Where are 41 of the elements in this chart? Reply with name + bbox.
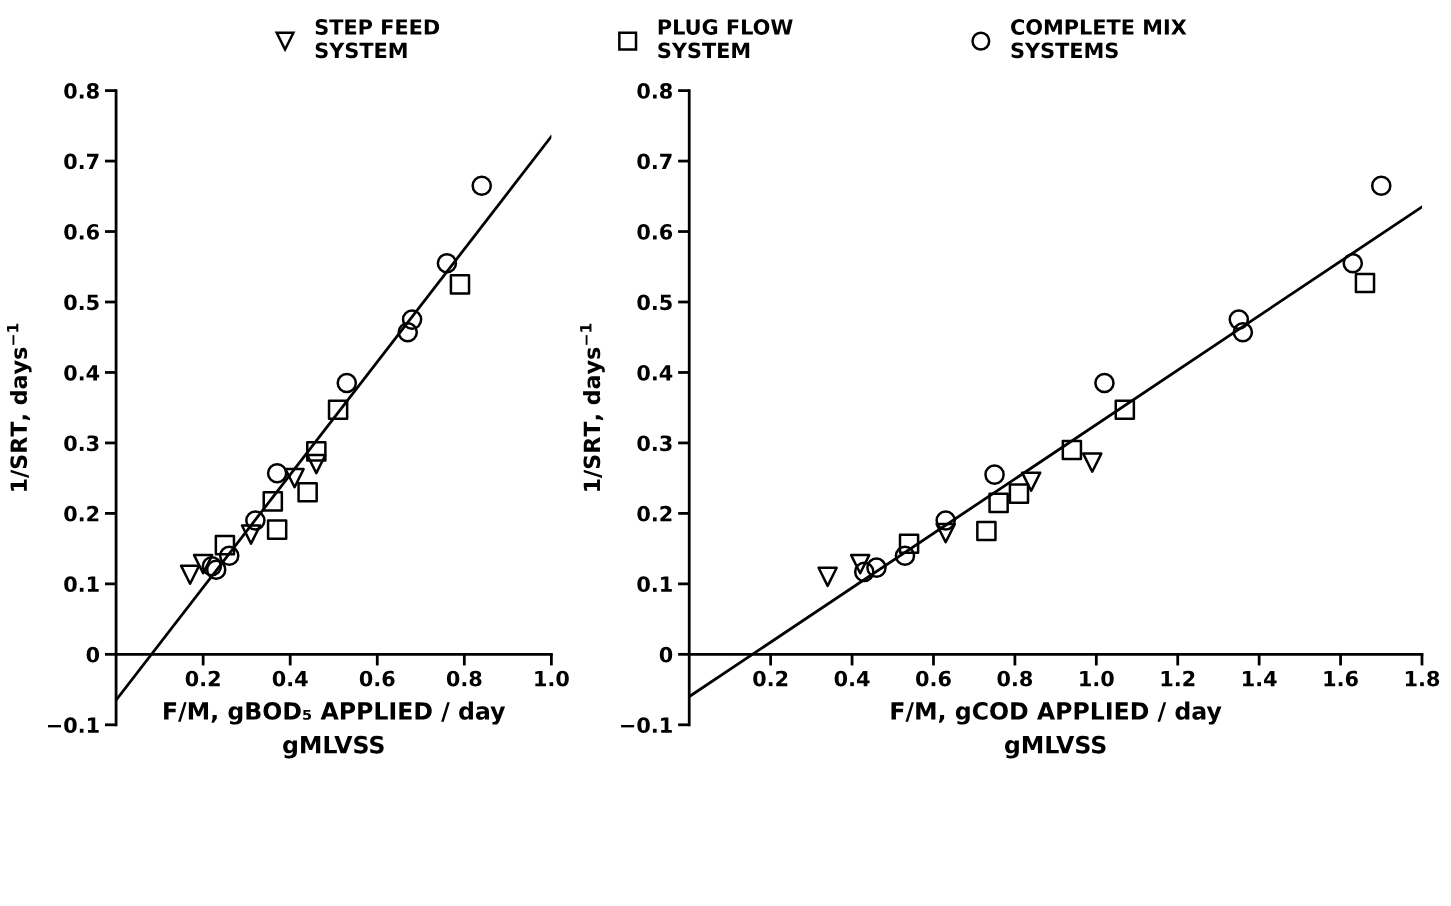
y-tick-label: 0.2 bbox=[637, 505, 672, 522]
y-tick-label: 0 bbox=[86, 646, 100, 663]
legend-label: STEP FEED SYSTEM bbox=[315, 19, 440, 59]
y-tick-label: 0 bbox=[659, 646, 673, 663]
y-axis-title: 1/SRT, days$^{−1}$ bbox=[6, 323, 32, 491]
y-tick-label: 0.7 bbox=[64, 153, 99, 170]
x-tick-label: 0.6 bbox=[916, 670, 951, 687]
x-axis-title: F/M, gCOD APPLIED / day gMLVSS bbox=[891, 701, 1222, 759]
x-axis-title: F/M, gBOD₅ APPLIED / day gMLVSS bbox=[164, 701, 506, 759]
y-tick-label: 0.8 bbox=[64, 83, 99, 99]
y-tick-label: 0.2 bbox=[64, 505, 99, 522]
x-tick-label: 0.2 bbox=[185, 670, 220, 687]
x-tick-label: 1.8 bbox=[1405, 670, 1440, 687]
y-tick-label: −0.1 bbox=[47, 717, 99, 734]
x-tick-label: 0.4 bbox=[272, 670, 308, 687]
y-tick-label: 0.6 bbox=[637, 223, 673, 240]
y-tick-label: 0.4 bbox=[64, 364, 100, 381]
legend-label: PLUG FLOW SYSTEM bbox=[658, 19, 793, 59]
x-tick-label: 1.4 bbox=[1243, 670, 1277, 687]
x-tick-label: 0.4 bbox=[834, 670, 870, 687]
y-tick-label: 0.5 bbox=[64, 294, 99, 311]
x-tick-label: 1.0 bbox=[535, 670, 569, 687]
y-tick-label: 0.5 bbox=[637, 294, 672, 311]
x-tick-label: 1.2 bbox=[1161, 670, 1195, 687]
y-tick-label: 0.1 bbox=[64, 576, 99, 593]
x-tick-label: 0.2 bbox=[753, 670, 788, 687]
x-tick-label: 0.8 bbox=[446, 670, 482, 687]
y-tick-label: 0.8 bbox=[637, 83, 672, 99]
y-tick-label: 0.3 bbox=[64, 435, 99, 452]
y-tick-label: 0.1 bbox=[637, 576, 672, 593]
y-tick-label: 0.7 bbox=[637, 153, 672, 170]
y-tick-label: 0.3 bbox=[637, 435, 672, 452]
y-tick-label: 0.4 bbox=[637, 364, 673, 381]
x-tick-label: 0.8 bbox=[997, 670, 1033, 687]
y-tick-label: 0.6 bbox=[64, 223, 99, 240]
y-axis-title: 1/SRT, days$^{−1}$ bbox=[580, 323, 605, 491]
x-tick-label: 1.6 bbox=[1324, 670, 1358, 687]
x-tick-label: 1.0 bbox=[1080, 670, 1114, 687]
y-tick-label: −0.1 bbox=[621, 717, 672, 734]
x-tick-label: 0.6 bbox=[359, 670, 395, 687]
legend-label: COMPLETE MIX SYSTEMS bbox=[1011, 19, 1187, 59]
